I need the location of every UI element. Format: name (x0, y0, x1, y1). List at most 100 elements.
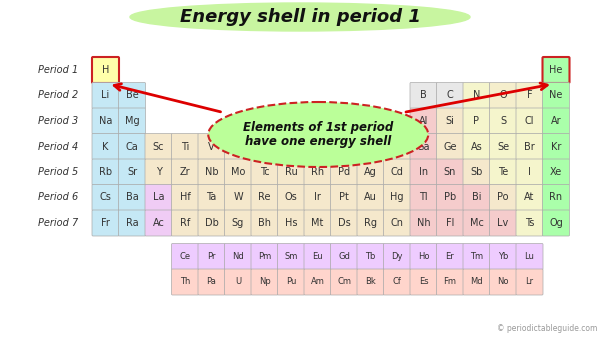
Text: Fe: Fe (286, 142, 296, 151)
FancyBboxPatch shape (542, 108, 569, 134)
Text: Md: Md (470, 277, 483, 287)
FancyBboxPatch shape (198, 243, 225, 269)
Text: Np: Np (259, 277, 271, 287)
Text: Bk: Bk (365, 277, 376, 287)
FancyBboxPatch shape (463, 243, 490, 269)
FancyBboxPatch shape (277, 210, 305, 236)
FancyBboxPatch shape (516, 243, 543, 269)
FancyBboxPatch shape (463, 185, 490, 211)
FancyBboxPatch shape (437, 185, 464, 211)
Text: S: S (500, 116, 506, 126)
FancyBboxPatch shape (277, 185, 305, 211)
Text: Gd: Gd (338, 252, 350, 261)
FancyBboxPatch shape (357, 269, 384, 295)
FancyBboxPatch shape (516, 210, 543, 236)
FancyBboxPatch shape (437, 210, 464, 236)
FancyBboxPatch shape (119, 82, 146, 108)
FancyBboxPatch shape (437, 243, 464, 269)
Text: Fr: Fr (101, 218, 110, 228)
FancyBboxPatch shape (224, 134, 251, 160)
FancyBboxPatch shape (463, 210, 490, 236)
Text: U: U (235, 277, 241, 287)
Text: Lr: Lr (526, 277, 533, 287)
FancyBboxPatch shape (224, 243, 251, 269)
Text: Ra: Ra (125, 218, 139, 228)
Text: La: La (153, 193, 164, 202)
Text: Cu: Cu (364, 142, 377, 151)
Text: Ag: Ag (364, 167, 377, 177)
Text: Mg: Mg (125, 116, 139, 126)
FancyBboxPatch shape (383, 269, 410, 295)
Text: Rn: Rn (550, 193, 563, 202)
Text: Ho: Ho (418, 252, 429, 261)
FancyBboxPatch shape (224, 269, 251, 295)
Text: Elements of 1st period
have one energy shell: Elements of 1st period have one energy s… (243, 121, 394, 148)
FancyBboxPatch shape (357, 134, 384, 160)
FancyBboxPatch shape (251, 159, 278, 185)
Text: Mt: Mt (311, 218, 323, 228)
FancyBboxPatch shape (463, 134, 490, 160)
FancyBboxPatch shape (251, 210, 278, 236)
FancyBboxPatch shape (119, 210, 146, 236)
Text: Sb: Sb (470, 167, 482, 177)
FancyBboxPatch shape (92, 159, 119, 185)
Text: Period 6: Period 6 (38, 193, 78, 202)
Text: K: K (103, 142, 109, 151)
FancyBboxPatch shape (516, 82, 543, 108)
FancyBboxPatch shape (119, 108, 146, 134)
FancyBboxPatch shape (410, 269, 437, 295)
FancyBboxPatch shape (383, 134, 410, 160)
FancyBboxPatch shape (92, 210, 119, 236)
FancyBboxPatch shape (542, 134, 569, 160)
FancyBboxPatch shape (490, 82, 517, 108)
FancyBboxPatch shape (490, 108, 517, 134)
Text: Og: Og (549, 218, 563, 228)
Text: Pr: Pr (207, 252, 216, 261)
Text: Re: Re (258, 193, 271, 202)
Text: Nh: Nh (416, 218, 430, 228)
FancyBboxPatch shape (119, 159, 146, 185)
Text: Al: Al (419, 116, 428, 126)
FancyBboxPatch shape (145, 159, 172, 185)
FancyBboxPatch shape (172, 269, 199, 295)
Text: Sc: Sc (153, 142, 164, 151)
Text: Se: Se (497, 142, 509, 151)
Text: Fm: Fm (443, 277, 457, 287)
Text: Rb: Rb (99, 167, 112, 177)
Text: N: N (473, 91, 480, 100)
FancyBboxPatch shape (251, 185, 278, 211)
Text: Sn: Sn (444, 167, 456, 177)
FancyBboxPatch shape (437, 108, 464, 134)
FancyBboxPatch shape (542, 57, 569, 83)
Text: Ta: Ta (206, 193, 217, 202)
Text: Lv: Lv (497, 218, 509, 228)
Text: Ir: Ir (314, 193, 321, 202)
Text: Cd: Cd (391, 167, 403, 177)
FancyBboxPatch shape (172, 243, 199, 269)
Text: Xe: Xe (550, 167, 562, 177)
Text: At: At (524, 193, 535, 202)
Text: Sr: Sr (127, 167, 137, 177)
Ellipse shape (208, 102, 428, 167)
Text: Po: Po (497, 193, 509, 202)
Text: Rh: Rh (311, 167, 324, 177)
Text: As: As (470, 142, 482, 151)
Text: Period 1: Period 1 (38, 65, 78, 75)
Text: Cr: Cr (233, 142, 244, 151)
Text: O: O (499, 91, 507, 100)
Text: Hf: Hf (179, 193, 190, 202)
Text: Lu: Lu (524, 252, 535, 261)
Text: Be: Be (125, 91, 139, 100)
Text: Nb: Nb (205, 167, 218, 177)
FancyBboxPatch shape (357, 243, 384, 269)
FancyBboxPatch shape (119, 185, 146, 211)
Text: Ti: Ti (181, 142, 189, 151)
Text: Kr: Kr (551, 142, 561, 151)
Text: Ni: Ni (339, 142, 349, 151)
Text: © periodictableguide.com: © periodictableguide.com (497, 324, 597, 333)
Text: Sm: Sm (284, 252, 298, 261)
FancyBboxPatch shape (410, 159, 437, 185)
FancyBboxPatch shape (542, 210, 569, 236)
FancyBboxPatch shape (145, 134, 172, 160)
FancyBboxPatch shape (463, 269, 490, 295)
